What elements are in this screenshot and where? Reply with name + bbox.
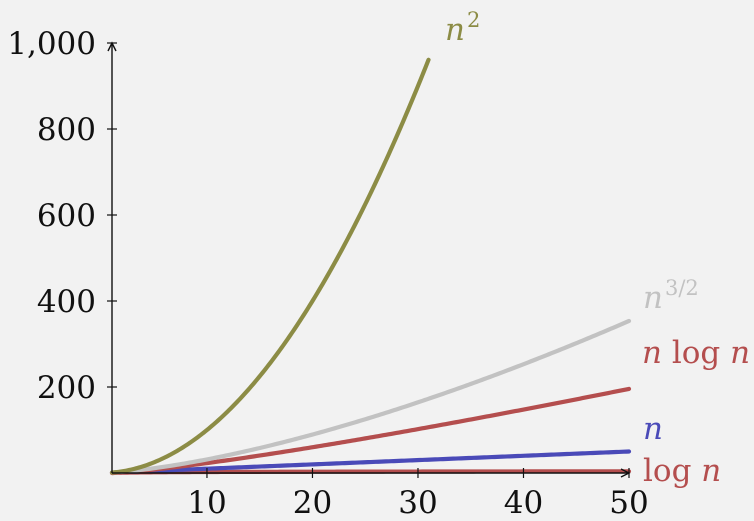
series-label-n: n [643,411,663,447]
series-label-text: log [662,335,730,371]
series-label-var: n [643,280,663,316]
series-label-var: n [445,12,465,48]
series-line-n [109,449,632,475]
series-line-n-2 [109,57,431,475]
series-label-log-n: log n [643,453,721,489]
series-label-exponent: 3/2 [665,276,699,300]
x-tick-label: 50 [609,485,648,521]
series-label-var: n [701,453,721,489]
series-label-n-3-2-: n3/2 [643,276,699,316]
series-label-n-log-n: n log n [642,335,750,371]
series-label-exponent: 2 [467,8,480,32]
x-tick-label: 30 [398,485,437,521]
series-line-log-n [109,469,632,476]
y-tick-label: 200 [37,370,96,406]
series-label-n-2: n2 [445,8,480,48]
y-tick-label: 800 [37,112,96,148]
y-tick-label: 600 [37,198,96,234]
series-layer [109,57,632,476]
y-tick-label: 1,000 [7,26,96,62]
y-tick-label: 400 [37,284,96,320]
series-label-text: log [643,453,701,489]
x-tick-label: 20 [293,485,332,521]
series-line-n-3-2- [109,318,632,475]
axes-layer: 200 400 600 800 1,000 10 20 30 40 50 [7,26,648,521]
series-label-var: n [643,411,663,447]
x-tick-label: 10 [187,485,226,521]
series-label-var: n [642,335,662,371]
x-tick-label: 40 [504,485,543,521]
series-label-var: n [730,335,750,371]
series-line-n-log-n [109,386,632,476]
